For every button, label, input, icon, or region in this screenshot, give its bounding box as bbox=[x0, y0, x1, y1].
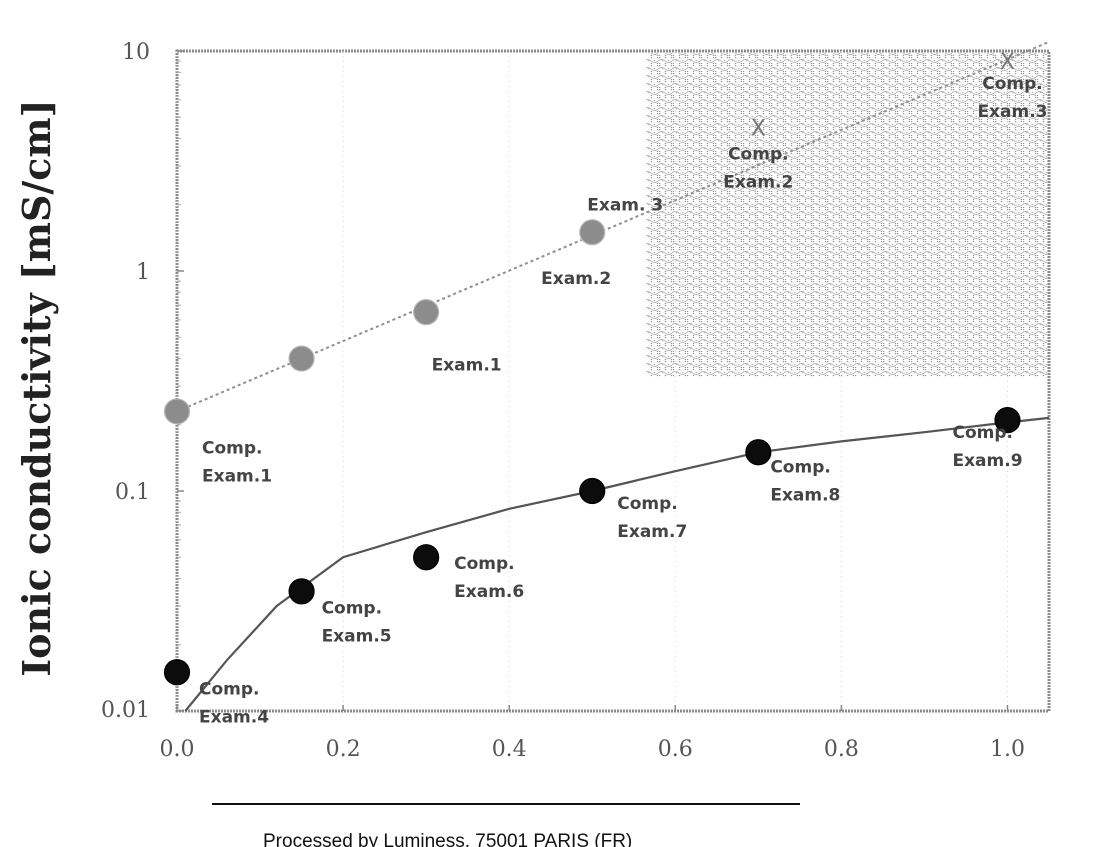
x-tick-label: 0.6 bbox=[658, 737, 693, 762]
data-point bbox=[288, 578, 315, 605]
point-annotation: Exam.9 bbox=[952, 451, 1022, 471]
point-annotation: Exam.6 bbox=[454, 582, 524, 602]
series-line-lower bbox=[184, 416, 1050, 712]
shaded-region bbox=[646, 53, 1047, 377]
data-point bbox=[163, 659, 191, 686]
point-annotation: Exam.3 bbox=[977, 102, 1047, 122]
point-annotation: Comp. bbox=[454, 554, 514, 574]
data-point-x-marker: X bbox=[751, 116, 766, 141]
x-tick-label: 0.8 bbox=[824, 737, 859, 762]
point-annotation: Comp. bbox=[199, 679, 260, 699]
x-tick-label: 0.4 bbox=[492, 737, 527, 762]
y-tick-label: 1 bbox=[136, 260, 150, 285]
point-annotation: Exam.1 bbox=[432, 356, 502, 376]
data-point bbox=[579, 477, 606, 505]
data-point bbox=[745, 439, 772, 466]
data-point bbox=[413, 544, 440, 571]
point-annotation: Exam.5 bbox=[322, 626, 392, 646]
data-point bbox=[413, 299, 440, 326]
footer-text: Processed by Luminess, 75001 PARIS (FR) bbox=[263, 831, 632, 847]
x-tick-label: 0.0 bbox=[160, 737, 195, 762]
series-line-upper bbox=[176, 40, 1050, 413]
point-annotation: Exam.1 bbox=[202, 466, 272, 486]
y-tick-label: 0.01 bbox=[101, 698, 150, 723]
point-annotation: Comp. bbox=[952, 423, 1013, 443]
point-annotation: Exam.7 bbox=[617, 522, 687, 542]
point-annotation: Comp. bbox=[982, 74, 1043, 94]
x-tick-label: 0.2 bbox=[326, 737, 361, 762]
point-annotation: Comp. bbox=[322, 598, 383, 618]
point-annotation: Comp. bbox=[202, 438, 263, 458]
point-annotation: Comp. bbox=[728, 144, 789, 164]
x-tick-label: 1.0 bbox=[990, 737, 1025, 762]
point-annotation: Exam. 3 bbox=[587, 195, 663, 215]
point-annotation: Exam.2 bbox=[541, 269, 611, 289]
y-tick-label: 10 bbox=[122, 40, 150, 65]
data-point-x-marker: X bbox=[1000, 50, 1015, 75]
point-annotation: Exam.8 bbox=[770, 485, 840, 505]
point-annotation: Exam.4 bbox=[199, 707, 269, 727]
point-annotation: Comp. bbox=[617, 494, 678, 514]
y-tick-label: 0.1 bbox=[115, 480, 150, 505]
data-point bbox=[288, 345, 315, 372]
data-point bbox=[163, 398, 191, 425]
point-annotation: Comp. bbox=[770, 457, 831, 477]
point-annotation: Exam.2 bbox=[723, 172, 793, 192]
data-point bbox=[579, 219, 606, 246]
data-point bbox=[994, 407, 1021, 434]
y-axis-label: Ionic conductivity [mS/cm] bbox=[14, 99, 59, 676]
